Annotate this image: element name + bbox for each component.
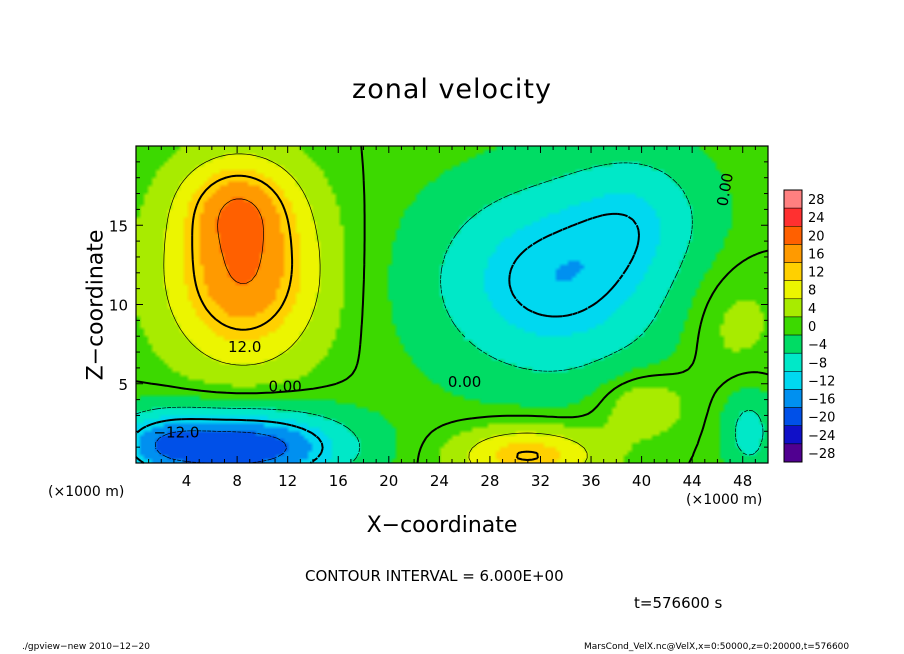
x-tick-label: 36	[581, 472, 600, 490]
colorbar-cell	[783, 189, 803, 209]
y-tick-label: 10	[109, 297, 128, 315]
y-tick-label: 5	[118, 376, 128, 394]
y-axis: 5 10 15	[109, 161, 768, 448]
colorbar-label: −4	[808, 338, 827, 353]
field-image	[136, 146, 768, 463]
colorbar-cell	[783, 425, 803, 445]
contour-line	[135, 212, 640, 464]
footer-right: MarsCond_VelX.nc@VelX,x=0:50000,z=0:2000…	[584, 642, 850, 652]
y-axis-label: Z−coordinate	[83, 229, 109, 381]
contour-label: 12.0	[228, 338, 261, 356]
x-tick-label: 44	[683, 472, 702, 490]
contour-label: 0.00	[268, 378, 301, 396]
contour-line	[135, 162, 764, 464]
colorbar-label: −16	[808, 393, 835, 408]
colorbar-cell	[783, 352, 803, 372]
chart-title: zonal velocity	[352, 74, 552, 105]
contour-labels: 12.0 0.00 0.00 −12.0 0.00	[153, 171, 736, 441]
colorbar-cell	[783, 389, 803, 408]
colorbar-cell	[783, 371, 803, 390]
colorbar-cell	[783, 226, 803, 245]
colorbar-label: 8	[808, 284, 816, 299]
colorbar-label: 28	[808, 193, 825, 208]
contour-label: 0.00	[448, 373, 481, 391]
footer-left: ./gpview−new 2010−12−20	[22, 642, 150, 652]
x-tick-label: 20	[379, 472, 398, 490]
contour-interval-text: CONTOUR INTERVAL = 6.000E+00	[305, 567, 564, 585]
colorbar-label: −24	[808, 429, 835, 444]
colorbar-label: −28	[808, 447, 835, 462]
x-axis-label: X−coordinate	[366, 513, 518, 538]
x-tick-label: 4	[182, 472, 192, 490]
colorbar-cell	[783, 443, 803, 463]
colorbar-label: 16	[808, 247, 825, 262]
contour-line	[191, 174, 539, 461]
colorbar-cell	[783, 280, 803, 300]
colorbar-label: 4	[808, 302, 816, 317]
colorbar-label: 12	[808, 266, 825, 281]
y-tick-label: 15	[109, 217, 128, 235]
color-field	[136, 146, 768, 463]
colorbar-cell	[783, 298, 803, 318]
contour-label: 0.00	[713, 171, 737, 207]
contour-line	[163, 153, 588, 464]
colorbar-cell	[783, 207, 803, 227]
colorbar-cell	[783, 334, 803, 354]
x-unit-right: (×1000 m)	[686, 492, 763, 508]
contour-lines	[135, 145, 769, 464]
colorbar-cell	[783, 262, 803, 281]
colorbar-cell	[783, 244, 803, 263]
x-unit-left: (×1000 m)	[48, 484, 125, 500]
contour-label: −12.0	[153, 424, 199, 442]
x-tick-label: 48	[733, 472, 752, 490]
x-tick-label: 24	[430, 472, 449, 490]
colorbar-label: −20	[808, 411, 835, 426]
contour-line	[135, 145, 769, 464]
colorbar-label: −8	[808, 356, 827, 371]
colorbar: 28 24 20 16 12 8 4 0 −4 −8 −12 −16 −20 −24 −28	[783, 189, 835, 463]
colorbar-label: 0	[808, 320, 816, 335]
x-tick-label: 12	[278, 472, 297, 490]
time-text: t=576600 s	[634, 594, 723, 612]
colorbar-label: 24	[808, 211, 825, 226]
colorbar-cell	[783, 407, 803, 426]
x-tick-label: 40	[632, 472, 651, 490]
contour-line	[217, 198, 264, 285]
x-tick-label: 28	[480, 472, 499, 490]
colorbar-label: −12	[808, 374, 835, 389]
x-tick-label: 16	[329, 472, 348, 490]
colorbar-cell	[783, 316, 803, 336]
colorbar-frame	[783, 189, 803, 463]
x-axis: 4 8 12 16 20 24 28 32 36 40 44 48	[148, 146, 756, 490]
x-tick-label: 8	[232, 472, 242, 490]
x-tick-label: 32	[531, 472, 550, 490]
colorbar-label: 20	[808, 229, 825, 244]
